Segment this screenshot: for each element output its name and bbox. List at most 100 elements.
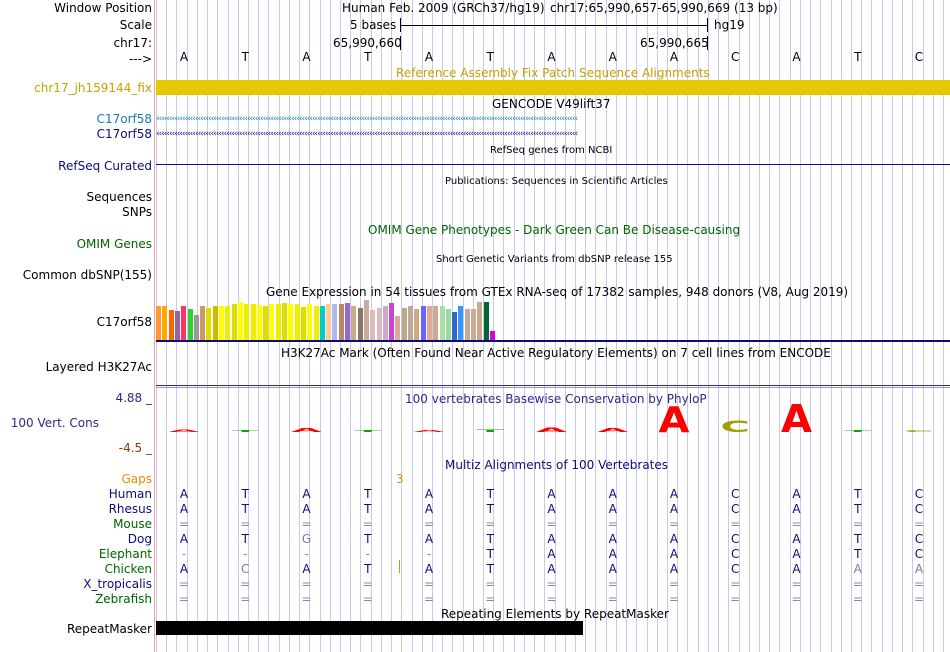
- rmsk-repeat-element[interactable]: [156, 621, 583, 635]
- gtex-tissue-bar[interactable]: [300, 306, 306, 340]
- gtex-tissue-bar[interactable]: [445, 309, 451, 340]
- label-gencode-2[interactable]: C17orf58: [96, 127, 152, 141]
- gtex-tissue-bar[interactable]: [168, 310, 174, 340]
- gtex-tissue-bar[interactable]: [181, 305, 187, 340]
- gridline: [891, 0, 893, 652]
- refseq-gene-line[interactable]: [156, 164, 950, 165]
- gtex-bar-chart[interactable]: [156, 299, 536, 340]
- gtex-tissue-bar[interactable]: [363, 299, 369, 340]
- gencode-transcript-2[interactable]: ‹‹‹‹‹‹‹‹‹‹‹‹‹‹‹‹‹‹‹‹‹‹‹‹‹‹‹‹‹‹‹‹‹‹‹‹‹‹‹‹…: [156, 129, 578, 139]
- gtex-tissue-bar[interactable]: [225, 305, 231, 340]
- gtex-tissue-bar[interactable]: [464, 309, 470, 340]
- gtex-tissue-bar[interactable]: [483, 301, 489, 340]
- fix-patch-bar[interactable]: [156, 80, 950, 95]
- label-species-human[interactable]: Human: [108, 487, 152, 501]
- alignment-base: G: [301, 532, 312, 546]
- label-species-elephant[interactable]: Elephant: [98, 547, 152, 561]
- gtex-tissue-bar[interactable]: [187, 309, 193, 340]
- label-dbsnp[interactable]: Common dbSNP(155): [22, 268, 152, 282]
- phylop-base-glyph: T: [232, 430, 260, 433]
- gtex-tissue-bar[interactable]: [212, 305, 218, 340]
- gridline: [850, 0, 852, 652]
- label-strand-arrow: --->: [128, 52, 152, 66]
- gtex-tissue-bar[interactable]: [307, 304, 313, 340]
- label-fix-patch[interactable]: chr17_jh159144_fix: [34, 81, 152, 95]
- gtex-tissue-bar[interactable]: [174, 311, 180, 340]
- label-snps[interactable]: SNPs: [122, 205, 152, 219]
- gtex-tissue-bar[interactable]: [401, 307, 407, 340]
- gtex-tissue-bar[interactable]: [288, 304, 294, 340]
- gtex-tissue-bar[interactable]: [250, 304, 256, 340]
- label-species-rhesus[interactable]: Rhesus: [108, 502, 152, 516]
- gtex-tissue-bar[interactable]: [376, 307, 382, 340]
- gencode-transcript-1[interactable]: ‹‹‹‹‹‹‹‹‹‹‹‹‹‹‹‹‹‹‹‹‹‹‹‹‹‹‹‹‹‹‹‹‹‹‹‹‹‹‹‹…: [156, 114, 578, 124]
- label-h3k27ac[interactable]: Layered H3K27Ac: [45, 360, 152, 374]
- gap-count-mark[interactable]: 3: [396, 472, 404, 486]
- gtex-tissue-bar[interactable]: [219, 305, 224, 340]
- gtex-tissue-bar[interactable]: [351, 305, 357, 340]
- gtex-tissue-bar[interactable]: [395, 316, 401, 340]
- gtex-tissue-bar[interactable]: [489, 330, 495, 340]
- label-omim[interactable]: OMIM Genes: [76, 237, 152, 251]
- gtex-tissue-bar[interactable]: [452, 312, 458, 340]
- alignment-base: =: [485, 577, 496, 591]
- label-gtex[interactable]: C17orf58: [96, 315, 152, 329]
- gtex-tissue-bar[interactable]: [237, 301, 243, 340]
- gtex-tissue-bar[interactable]: [294, 304, 300, 340]
- gtex-tissue-bar[interactable]: [256, 305, 262, 340]
- gtex-tissue-bar[interactable]: [162, 305, 168, 340]
- gtex-tissue-bar[interactable]: [414, 309, 420, 340]
- label-species-zebrafish[interactable]: Zebrafish: [95, 592, 152, 606]
- gtex-tissue-bar[interactable]: [326, 304, 332, 340]
- gtex-tissue-bar[interactable]: [458, 305, 464, 340]
- gtex-tissue-bar[interactable]: [389, 302, 395, 340]
- track-data-area[interactable]: Human Feb. 2009 (GRCh37/hg19) chr17:65,9…: [156, 0, 950, 652]
- alignment-base: =: [852, 592, 863, 606]
- gridline: [350, 0, 352, 652]
- phylop-base-glyph: C: [904, 430, 933, 433]
- gtex-tissue-bar[interactable]: [275, 304, 281, 340]
- alignment-base: T: [486, 502, 494, 516]
- label-repeatmasker[interactable]: RepeatMasker: [66, 622, 152, 636]
- gtex-tissue-bar[interactable]: [382, 305, 388, 340]
- gtex-tissue-bar[interactable]: [332, 304, 338, 340]
- reference-base: C: [731, 50, 740, 64]
- gtex-tissue-bar[interactable]: [200, 305, 206, 340]
- gtex-tissue-bar[interactable]: [313, 305, 319, 340]
- gtex-tissue-bar[interactable]: [206, 307, 212, 340]
- gtex-tissue-bar[interactable]: [282, 302, 287, 340]
- label-phylop-max: 4.88 _: [115, 391, 152, 405]
- chicken-gap-mark: [399, 560, 400, 573]
- gtex-tissue-bar[interactable]: [426, 305, 432, 340]
- label-conservation[interactable]: 100 Vert. Cons: [10, 416, 99, 430]
- gtex-tissue-bar[interactable]: [244, 304, 250, 340]
- gtex-tissue-bar[interactable]: [345, 302, 350, 340]
- gtex-tissue-bar[interactable]: [338, 304, 344, 340]
- gtex-tissue-bar[interactable]: [471, 309, 476, 340]
- label-species-chicken[interactable]: Chicken: [104, 562, 152, 576]
- gtex-tissue-bar[interactable]: [193, 315, 199, 340]
- label-refseq[interactable]: RefSeq Curated: [58, 159, 152, 173]
- gtex-tissue-bar[interactable]: [370, 310, 376, 340]
- gtex-tissue-bar[interactable]: [357, 307, 363, 340]
- label-gencode-1[interactable]: C17orf58: [96, 112, 152, 126]
- gtex-tissue-bar[interactable]: [231, 304, 237, 340]
- label-gaps[interactable]: Gaps: [121, 472, 152, 486]
- label-species-dog[interactable]: Dog: [127, 532, 152, 546]
- gtex-tissue-bar[interactable]: [439, 305, 445, 340]
- gtex-tissue-bar[interactable]: [477, 301, 483, 340]
- gtex-tissue-bar[interactable]: [420, 305, 426, 340]
- label-species-x-tropicalis[interactable]: X_tropicalis: [83, 577, 152, 591]
- fix-patch-title: Reference Assembly Fix Patch Sequence Al…: [396, 66, 710, 80]
- label-sequences[interactable]: Sequences: [86, 190, 152, 204]
- gtex-tissue-bar[interactable]: [408, 305, 413, 340]
- gtex-tissue-bar[interactable]: [433, 305, 439, 340]
- gtex-tissue-bar[interactable]: [269, 304, 275, 340]
- gtex-tissue-bar[interactable]: [263, 305, 269, 340]
- gtex-tissue-bar[interactable]: [319, 305, 325, 340]
- gtex-tissue-bar[interactable]: [156, 305, 161, 340]
- alignment-base: =: [607, 577, 618, 591]
- label-species-mouse[interactable]: Mouse: [113, 517, 152, 531]
